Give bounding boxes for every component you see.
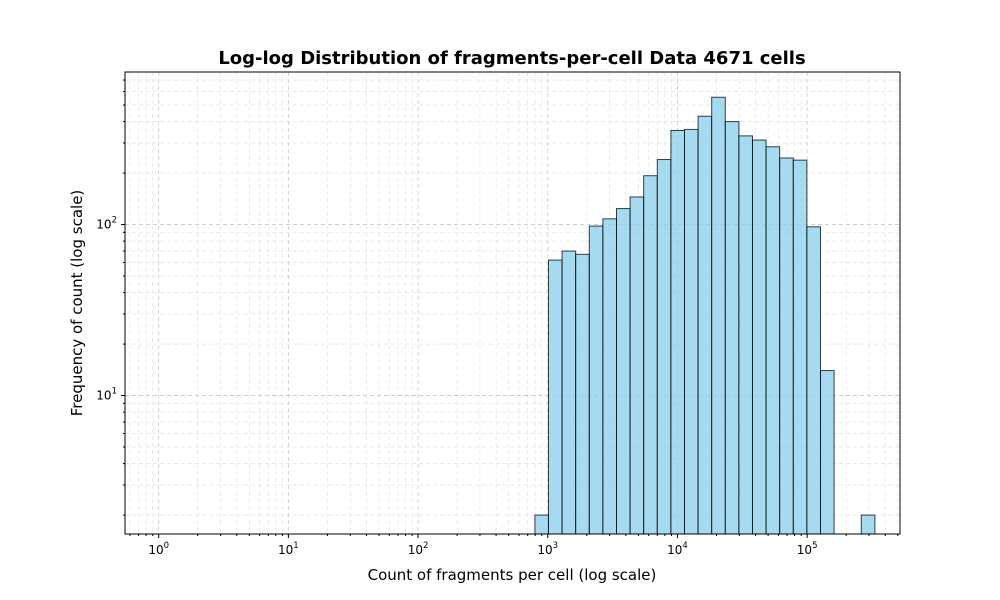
histogram-bar xyxy=(656,159,672,535)
histogram-bar xyxy=(588,225,604,535)
y-tick-labels: 101 102 xyxy=(96,216,117,403)
histogram-bar xyxy=(751,139,767,535)
x-tick-label: 100 xyxy=(148,541,169,557)
x-tick-label: 104 xyxy=(667,541,688,557)
histogram-bar xyxy=(629,196,645,535)
histogram-bar xyxy=(738,135,753,535)
histogram-bars xyxy=(534,96,876,535)
histogram-bar xyxy=(547,259,563,535)
x-tick-labels: 100 101 102 103 104 105 xyxy=(148,541,817,557)
histogram-bar xyxy=(697,115,713,535)
histogram-bar xyxy=(615,208,631,535)
y-tick-label: 101 xyxy=(96,387,117,403)
histogram-bar xyxy=(765,146,781,535)
histogram-bar xyxy=(819,370,835,535)
histogram-bar xyxy=(683,128,699,535)
histogram-bar xyxy=(711,96,726,535)
y-tick-label: 102 xyxy=(96,216,117,232)
chart-title: Log-log Distribution of fragments-per-ce… xyxy=(218,48,805,69)
axis-ticks xyxy=(121,79,899,538)
histogram-bar xyxy=(575,253,590,535)
histogram-bar xyxy=(806,226,821,535)
histogram-bar xyxy=(602,218,617,535)
histogram-bar xyxy=(670,129,685,535)
histogram-bar xyxy=(792,159,808,535)
x-axis-label: Count of fragments per cell (log scale) xyxy=(368,566,657,584)
histogram-bar xyxy=(779,157,794,535)
histogram-bar xyxy=(534,514,549,535)
x-tick-label: 102 xyxy=(408,541,429,557)
x-tick-label: 101 xyxy=(278,541,299,557)
histogram-bar xyxy=(724,121,740,535)
plot-frame xyxy=(124,71,901,535)
x-tick-label: 105 xyxy=(797,541,818,557)
histogram-bar xyxy=(860,514,876,535)
histogram-bar xyxy=(561,250,577,535)
x-tick-label: 103 xyxy=(537,541,558,557)
histogram-bar xyxy=(643,175,658,535)
y-axis-label: Frequency of count (log scale) xyxy=(68,190,86,417)
